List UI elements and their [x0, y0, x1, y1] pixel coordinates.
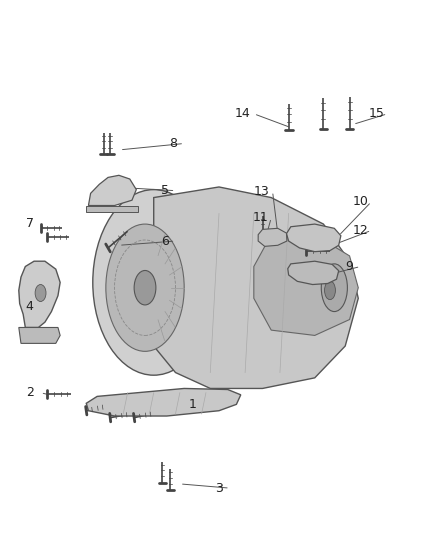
Text: 12: 12	[353, 224, 368, 237]
Text: 2: 2	[26, 386, 34, 399]
Ellipse shape	[321, 264, 347, 312]
Ellipse shape	[35, 285, 46, 302]
Text: 15: 15	[369, 107, 385, 120]
Text: 11: 11	[252, 211, 268, 224]
Text: 6: 6	[161, 235, 169, 247]
Text: 8: 8	[170, 137, 177, 150]
Text: 9: 9	[346, 260, 353, 273]
Ellipse shape	[134, 270, 156, 305]
Text: 14: 14	[235, 107, 251, 120]
Polygon shape	[288, 261, 339, 285]
Polygon shape	[88, 175, 136, 206]
Polygon shape	[86, 206, 138, 213]
Polygon shape	[286, 224, 341, 252]
Polygon shape	[19, 327, 60, 343]
Polygon shape	[86, 389, 241, 416]
Text: 3: 3	[215, 482, 223, 495]
Polygon shape	[19, 261, 60, 327]
Polygon shape	[154, 187, 358, 389]
Ellipse shape	[106, 224, 184, 351]
Text: 1: 1	[189, 398, 197, 411]
Polygon shape	[258, 228, 287, 246]
Text: 13: 13	[254, 185, 269, 198]
Ellipse shape	[325, 281, 336, 300]
Ellipse shape	[93, 190, 215, 375]
Text: 7: 7	[26, 216, 34, 230]
Polygon shape	[254, 235, 358, 335]
Text: 4: 4	[26, 300, 34, 313]
Text: 10: 10	[353, 195, 368, 208]
Text: 5: 5	[161, 184, 169, 197]
